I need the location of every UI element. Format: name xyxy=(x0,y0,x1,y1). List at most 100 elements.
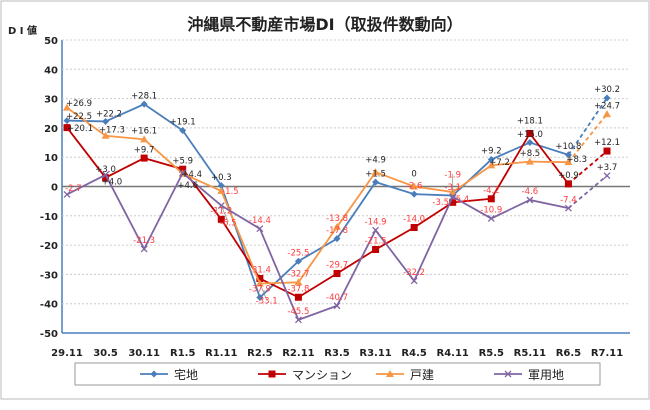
series-line-0 xyxy=(66,103,569,300)
series-forecast-line-2 xyxy=(567,113,608,163)
data-point-x xyxy=(603,172,611,180)
data-point-diamond xyxy=(410,190,418,198)
y-tick-label: 50 xyxy=(44,36,58,47)
data-label: +26.9 xyxy=(66,99,92,109)
data-label: -2.7 xyxy=(65,184,82,194)
data-point-square xyxy=(63,124,71,132)
data-point-square xyxy=(526,129,534,137)
data-label: +24.7 xyxy=(594,101,620,111)
data-point-square xyxy=(449,198,457,206)
data-point-diamond xyxy=(294,257,302,265)
x-tick-label: R4.5 xyxy=(401,348,426,359)
x-tick-label: R7.11 xyxy=(591,348,623,359)
data-label: +9.7 xyxy=(134,145,155,155)
x-tick-label: R1.11 xyxy=(205,348,237,359)
data-point-x xyxy=(487,214,495,222)
data-label: +22.2 xyxy=(96,109,122,119)
data-point-diamond xyxy=(487,156,495,164)
data-label: +1.5 xyxy=(365,169,386,179)
data-label: -14.0 xyxy=(403,215,425,225)
data-label: -10.9 xyxy=(480,206,502,216)
y-tick-label: -20 xyxy=(40,241,58,252)
data-label: +9.2 xyxy=(481,147,502,157)
series-forecast-line-3 xyxy=(567,174,608,209)
data-point-x xyxy=(449,193,457,201)
data-point-square xyxy=(140,154,148,162)
data-point-square xyxy=(294,293,302,301)
data-label: -40.7 xyxy=(326,293,348,303)
x-tick-label: R2.5 xyxy=(247,348,272,359)
chart-title: 沖縄県不動産市場DI（取扱件数動向） xyxy=(187,15,462,34)
data-point-square xyxy=(372,245,380,253)
data-label: +4.0 xyxy=(102,177,123,187)
data-label: +3.0 xyxy=(95,165,116,175)
data-point-diamond xyxy=(179,127,187,135)
data-point-diamond xyxy=(140,100,148,108)
data-point-diamond xyxy=(102,117,110,125)
x-tick-label: 30.5 xyxy=(93,348,118,359)
data-point-diamond xyxy=(333,235,341,243)
data-point-diamond xyxy=(564,151,572,159)
data-label: -2.6 xyxy=(406,181,423,191)
data-point-x xyxy=(294,316,302,324)
data-label: -5.4 xyxy=(453,195,470,205)
y-tick-label: -40 xyxy=(40,300,58,311)
data-label: +0.3 xyxy=(211,173,232,183)
data-label: -31.4 xyxy=(249,266,271,276)
data-label: -7.4 xyxy=(560,195,577,205)
data-point-triangle xyxy=(410,182,419,190)
data-label: -32.7 xyxy=(287,270,309,280)
data-point-square xyxy=(487,195,495,203)
data-point-diamond xyxy=(526,139,534,147)
x-tick-label: R1.5 xyxy=(170,348,195,359)
data-point-x xyxy=(102,171,110,179)
data-label: -21.3 xyxy=(133,236,155,246)
series-forecast-line-0 xyxy=(567,97,608,156)
data-point-x xyxy=(504,370,512,378)
series-line-2 xyxy=(66,106,569,285)
legend-label: マンション xyxy=(292,368,352,382)
data-label: -13.8 xyxy=(326,214,348,224)
data-label: +7.2 xyxy=(489,158,510,168)
data-label: -37.8 xyxy=(287,285,309,295)
data-label: +28.1 xyxy=(131,91,157,101)
data-label: +4.9 xyxy=(365,155,386,165)
data-label: +4.4 xyxy=(181,170,202,180)
data-point-x xyxy=(140,245,148,253)
series-line-1 xyxy=(66,127,570,299)
data-label: -45.5 xyxy=(287,307,309,317)
data-label: -3.1 xyxy=(444,183,461,193)
y-tick-label: -50 xyxy=(40,329,58,340)
data-point-square xyxy=(564,180,572,188)
x-tick-label: 30.11 xyxy=(128,348,160,359)
data-point-triangle xyxy=(217,186,226,194)
y-tick-label: 20 xyxy=(44,124,58,135)
legend-label: 軍用地 xyxy=(528,368,564,382)
data-point-x xyxy=(564,204,572,212)
data-point-square xyxy=(410,224,418,232)
y-axis-label: D I 値 xyxy=(8,24,37,37)
data-label: -1.5 xyxy=(222,187,239,197)
data-label: -32.2 xyxy=(403,268,425,278)
data-point-diamond xyxy=(217,182,225,190)
data-point-x xyxy=(410,277,418,285)
data-label: +12.1 xyxy=(594,138,620,148)
data-label: -37.9 xyxy=(249,285,271,295)
data-point-triangle xyxy=(487,161,496,169)
legend-box xyxy=(74,362,601,386)
data-point-square xyxy=(217,215,225,223)
legend-label: 戸建 xyxy=(410,368,434,382)
data-label: -17.8 xyxy=(326,226,348,236)
data-label: -6.5 xyxy=(220,218,237,228)
y-tick-label: -30 xyxy=(40,270,58,281)
data-label: +20.1 xyxy=(67,124,93,134)
data-label: -14.4 xyxy=(249,216,271,226)
data-point-square xyxy=(102,174,110,182)
data-label: -33.1 xyxy=(256,296,278,306)
data-point-triangle xyxy=(603,110,611,118)
data-label: +4.6 xyxy=(177,181,198,191)
data-point-square xyxy=(603,147,611,155)
leader-line xyxy=(259,283,268,301)
y-tick-label: 10 xyxy=(44,153,58,164)
